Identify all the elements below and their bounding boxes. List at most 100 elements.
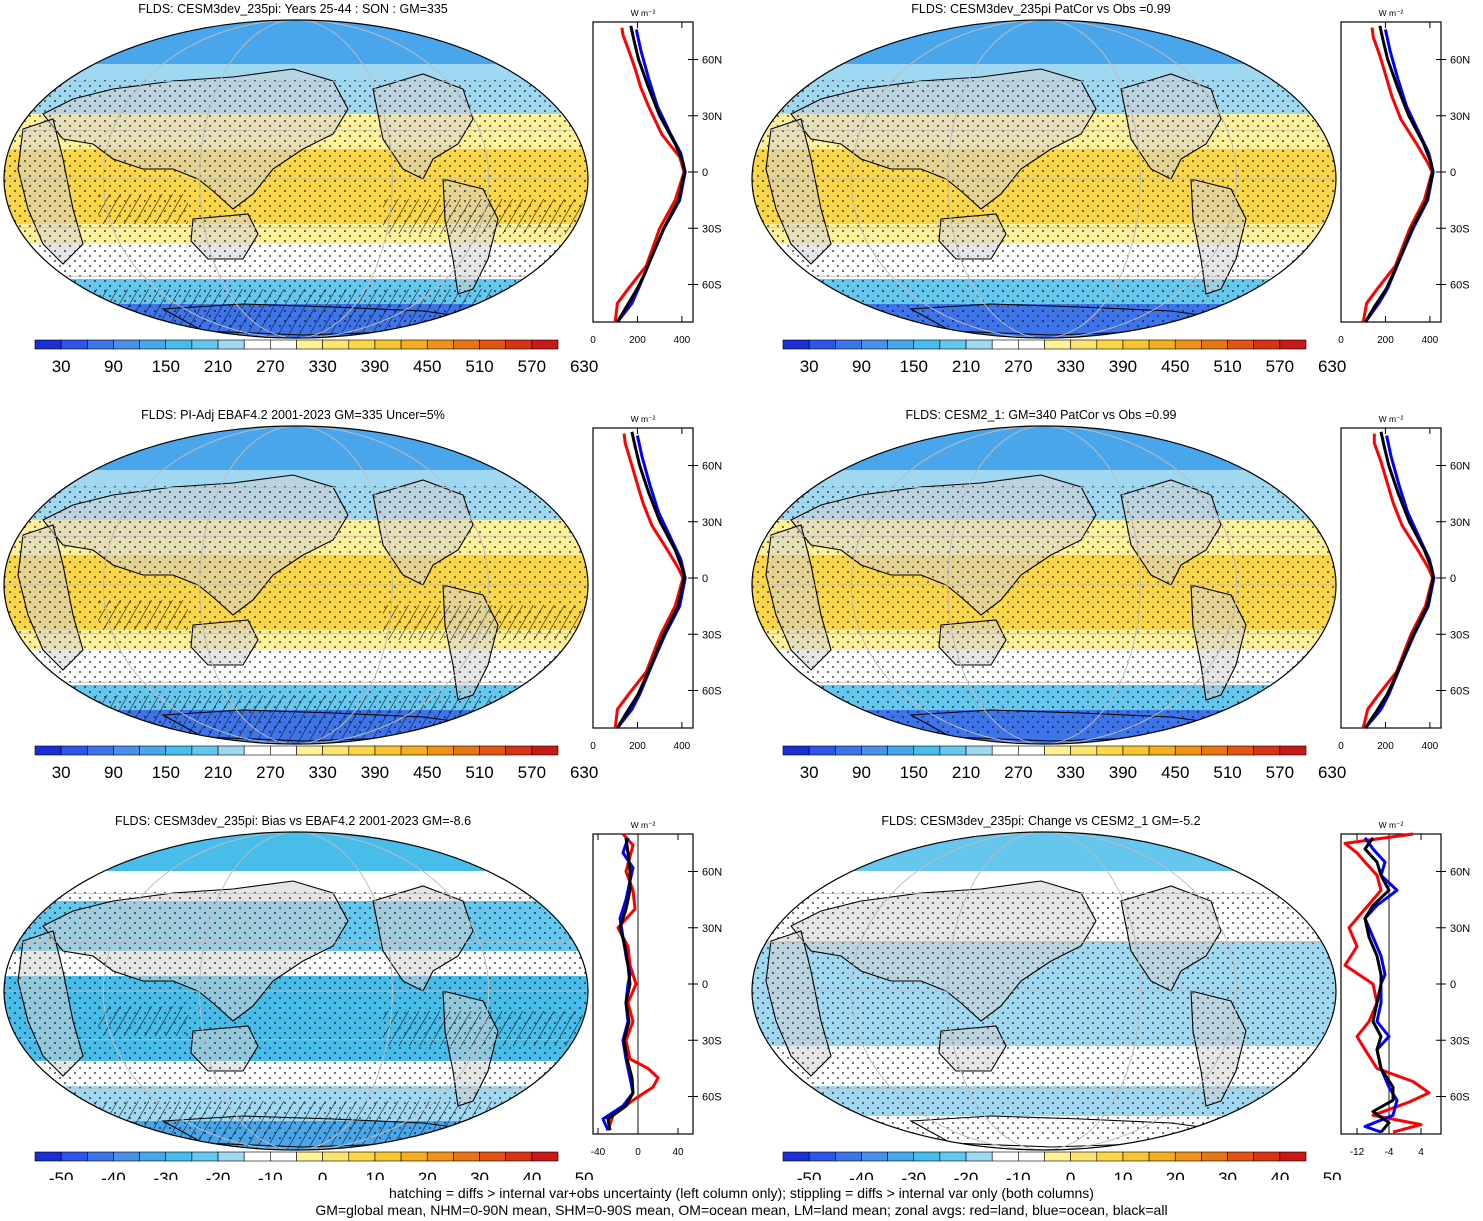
colorbar-swatch <box>34 745 62 756</box>
colorbar-swatch <box>60 745 88 756</box>
panel-4: FLDS: CESM2_1: GM=340 PatCor vs Obs =0.9… <box>751 408 1470 782</box>
colorbar-swatch <box>348 1151 376 1162</box>
colorbar-swatch <box>348 339 376 350</box>
panel-5: FLDS: CESM3dev_235pi: Bias vs EBAF4.2 20… <box>3 814 722 1180</box>
colorbar-swatch <box>60 1151 88 1162</box>
profile-lat-label: 60S <box>1450 686 1470 698</box>
colorbar-swatch <box>531 1151 559 1162</box>
colorbar-label: 30 <box>470 1169 489 1180</box>
colorbar-swatch <box>1174 745 1202 756</box>
colorbar-label: 40 <box>1270 1169 1289 1180</box>
profile-line-all <box>606 837 635 1131</box>
colorbar-swatch <box>1227 745 1254 756</box>
profile-x-tick-label: 0 <box>590 741 596 752</box>
colorbar-swatch <box>1227 339 1254 350</box>
colorbar-swatch <box>217 745 245 756</box>
profile-lat-label: 30S <box>702 629 722 641</box>
colorbar-swatch <box>1070 745 1098 756</box>
hatching <box>63 289 543 338</box>
colorbar-swatch <box>165 745 193 756</box>
colorbar-swatch <box>965 1151 993 1162</box>
colorbar: 30 90 150 210 270 330 390 450 510 570 630 <box>34 745 598 782</box>
colorbar-swatch <box>374 339 402 350</box>
hatching <box>63 1101 543 1150</box>
panel-title: FLDS: CESM3dev_235pi: Bias vs EBAF4.2 20… <box>115 814 471 828</box>
colorbar-swatch <box>1227 1151 1254 1162</box>
world-map <box>3 831 589 1151</box>
colorbar-label: 0 <box>318 1169 327 1180</box>
colorbar-swatch <box>834 339 862 350</box>
colorbar-swatch <box>782 339 810 350</box>
colorbar-swatch <box>400 339 428 350</box>
panel-6: FLDS: CESM3dev_235pi: Change vs CESM2_1 … <box>751 814 1470 1180</box>
colorbar-swatch <box>991 339 1019 350</box>
profile-x-tick-label: 200 <box>1377 335 1394 346</box>
colorbar-swatch <box>296 339 323 350</box>
figure-canvas: FLDS: CESM3dev_235pi: Years 25-44 : SON … <box>3 2 1470 1180</box>
colorbar-label: 450 <box>413 357 441 376</box>
profile-units: W m⁻² <box>1379 8 1404 18</box>
profile-lat-label: 0 <box>702 167 708 179</box>
map-border <box>3 19 589 339</box>
world-map <box>3 425 589 745</box>
profile-x-tick-label: 4 <box>1418 1147 1424 1158</box>
map-border <box>3 831 589 1151</box>
profile-line-land <box>606 833 660 1131</box>
colorbar-swatch <box>217 1151 245 1162</box>
profile-lat-label: 0 <box>1450 573 1456 585</box>
colorbar-swatch <box>296 1151 323 1162</box>
colorbar-label: 150 <box>900 763 928 782</box>
panel-2: FLDS: CESM3dev_235pi PatCor vs Obs =0.99… <box>751 2 1470 376</box>
world-map <box>751 831 1337 1151</box>
profile-lat-label: 30S <box>702 1035 722 1047</box>
colorbar-swatch <box>322 339 350 350</box>
colorbar-label: 90 <box>852 763 871 782</box>
colorbar-label: 50 <box>1323 1169 1342 1180</box>
colorbar-label: 390 <box>361 357 389 376</box>
colorbar-swatch <box>165 1151 193 1162</box>
colorbar-swatch <box>1201 1151 1228 1162</box>
panel-3: FLDS: PI-Adj EBAF4.2 2001-2023 GM=335 Un… <box>3 408 722 782</box>
colorbar-swatch <box>1201 745 1228 756</box>
colorbar-swatch <box>1122 745 1150 756</box>
colorbar-label: 330 <box>1056 357 1084 376</box>
colorbar-swatch <box>191 745 219 756</box>
colorbar-swatch <box>1279 1151 1307 1162</box>
colorbar-swatch <box>400 1151 428 1162</box>
colorbar-label: 390 <box>1109 357 1137 376</box>
colorbar-swatch <box>426 339 454 350</box>
colorbar-swatch <box>479 1151 506 1162</box>
panel-title: FLDS: CESM3dev_235pi: Years 25-44 : SON … <box>138 2 448 16</box>
colorbar-swatch <box>505 745 533 756</box>
colorbar-swatch <box>191 339 219 350</box>
colorbar-swatch <box>939 1151 967 1162</box>
colorbar-swatch <box>505 339 533 350</box>
colorbar-label: 450 <box>1161 357 1189 376</box>
colorbar-swatch <box>913 339 941 350</box>
colorbar-swatch <box>531 745 559 756</box>
colorbar-swatch <box>1096 745 1124 756</box>
map-border <box>751 19 1337 339</box>
color-band <box>752 832 1336 871</box>
colorbar-label: 570 <box>518 357 546 376</box>
colorbar-label: 20 <box>1166 1169 1185 1180</box>
figure-footer: hatching = diffs > internal var+obs unce… <box>0 1185 1483 1219</box>
profile-x-tick-label: 40 <box>672 1147 684 1158</box>
colorbar-label: 570 <box>1266 763 1294 782</box>
colorbar-label: 570 <box>518 763 546 782</box>
colorbar-label: 150 <box>152 357 180 376</box>
colorbar-swatch <box>887 339 915 350</box>
profile-x-tick-label: 200 <box>629 335 646 346</box>
colorbar-label: -40 <box>101 1169 126 1180</box>
panel-title: FLDS: CESM3dev_235pi PatCor vs Obs =0.99 <box>911 2 1171 16</box>
colorbar-label: 630 <box>570 763 598 782</box>
profile-lat-label: 0 <box>1450 979 1456 991</box>
colorbar-swatch <box>1096 339 1124 350</box>
footer-line-legend: GM=global mean, NHM=0-90N mean, SHM=0-90… <box>315 1202 1168 1218</box>
colorbar-swatch <box>1122 339 1150 350</box>
colorbar-swatch <box>139 745 167 756</box>
colorbar-swatch <box>1070 1151 1098 1162</box>
colorbar-label: 20 <box>418 1169 437 1180</box>
colorbar-label: 90 <box>104 763 123 782</box>
colorbar-swatch <box>808 745 836 756</box>
